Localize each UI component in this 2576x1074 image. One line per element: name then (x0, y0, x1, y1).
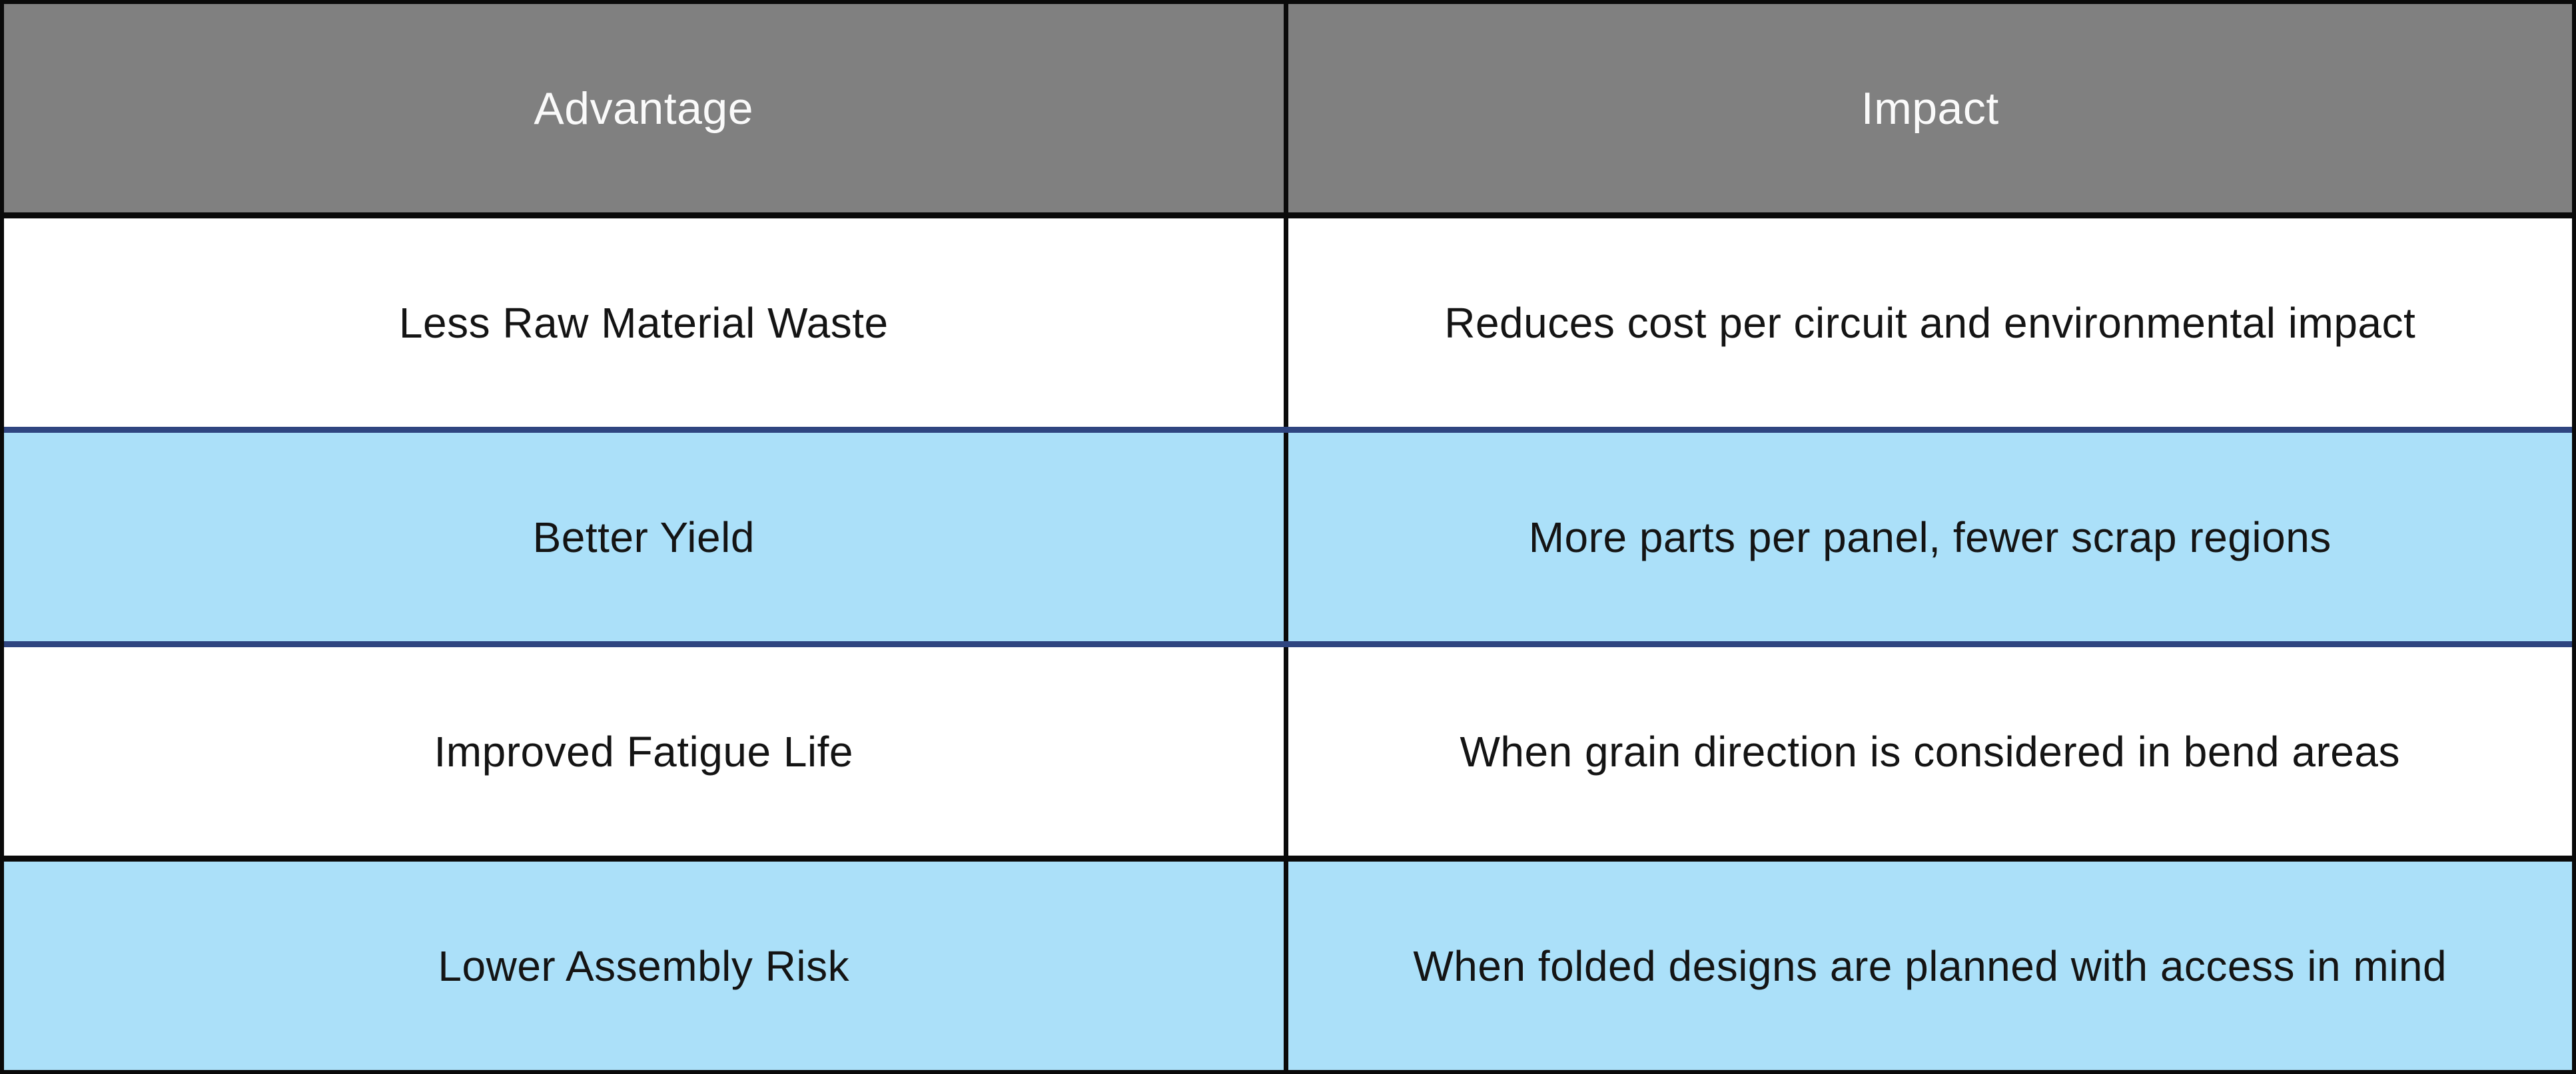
cell-advantage-1: Less Raw Material Waste (4, 218, 1288, 427)
cell-impact-2: More parts per panel, fewer scrap region… (1528, 513, 2332, 561)
table-row-better-yield: Better Yield More parts per panel, fewer… (4, 427, 2572, 641)
column-header-impact: Impact (1861, 83, 1999, 134)
cell-advantage-4: Lower Assembly Risk (4, 862, 1288, 1070)
cell-advantage-3: Improved Fatigue Life (4, 647, 1288, 856)
table-header-row: Advantage Impact (4, 4, 2572, 212)
cell-impact-1: Reduces cost per circuit and environment… (1444, 298, 2416, 347)
table-row-lower-assembly-risk: Lower Assembly Risk When folded designs … (4, 856, 2572, 1070)
table-row-less-raw-material-waste: Less Raw Material Waste Reduces cost per… (4, 212, 2572, 427)
column-header-advantage: Advantage (4, 4, 1288, 212)
cell-impact-3: When grain direction is considered in be… (1460, 727, 2400, 776)
table-row-improved-fatigue-life: Improved Fatigue Life When grain directi… (4, 641, 2572, 856)
cell-advantage-2: Better Yield (4, 433, 1288, 641)
cell-impact-4: When folded designs are planned with acc… (1413, 941, 2447, 990)
